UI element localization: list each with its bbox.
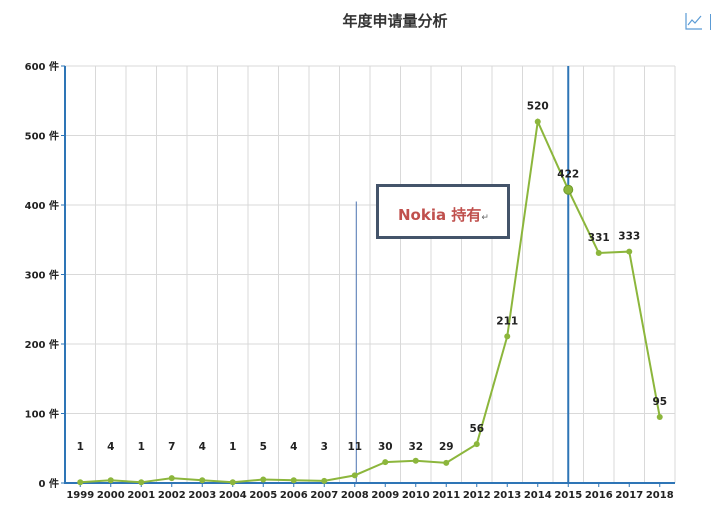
data-label: 7 (168, 441, 175, 453)
data-label: 95 (652, 396, 667, 408)
data-label: 333 (618, 231, 640, 243)
data-label: 32 (408, 441, 423, 453)
data-label: 1 (77, 441, 84, 453)
y-tick-label: 0 件 (39, 477, 59, 490)
data-point (563, 184, 574, 195)
y-tick-label: 600 件 (25, 60, 59, 73)
data-point (534, 118, 541, 125)
x-tick-label: 2018 (646, 490, 674, 501)
data-label: 5 (260, 441, 267, 453)
x-tick-label: 2006 (280, 490, 308, 501)
data-label: 1 (229, 441, 236, 453)
data-point (473, 441, 480, 448)
annotation-box: Nokia 持有↵ (376, 184, 510, 239)
data-point (656, 413, 663, 420)
data-point (351, 472, 358, 479)
x-tick-label: 1999 (66, 490, 94, 501)
data-point (290, 477, 297, 484)
data-point (260, 476, 267, 483)
data-label: 11 (347, 441, 362, 453)
data-point (107, 477, 114, 484)
x-tick-label: 2001 (127, 490, 155, 501)
series-line (80, 118, 661, 484)
chart-title: 年度申请量分析 (342, 12, 448, 30)
x-tick-label: 2009 (371, 490, 399, 501)
x-tick-label: 2000 (97, 490, 125, 501)
data-point (382, 459, 389, 466)
data-point (168, 475, 175, 482)
annotation-label: Nokia 持有 (398, 206, 482, 224)
data-point (412, 457, 419, 464)
x-tick-label: 2017 (615, 490, 643, 501)
data-point (595, 249, 602, 256)
data-point (138, 479, 145, 486)
data-label: 520 (527, 101, 549, 113)
x-tick-label: 2003 (188, 490, 216, 501)
x-tick-label: 2008 (341, 490, 369, 501)
y-tick-label: 200 件 (25, 338, 59, 351)
data-label: 331 (588, 232, 610, 244)
data-point (504, 333, 511, 340)
data-point (443, 459, 450, 466)
y-tick-label: 100 件 (25, 408, 59, 421)
data-label: 4 (107, 441, 114, 453)
data-point (321, 477, 328, 484)
data-label: 1 (138, 441, 145, 453)
return-mark-icon: ↵ (481, 213, 489, 223)
data-label: 422 (557, 169, 579, 181)
data-point (626, 248, 633, 255)
x-tick-label: 2014 (524, 490, 552, 501)
data-label: 56 (469, 423, 484, 435)
x-tick-label: 2010 (402, 490, 430, 501)
x-tick-label: 2011 (432, 490, 460, 501)
y-tick-label: 400 件 (25, 199, 59, 212)
x-tick-label: 2013 (493, 490, 521, 501)
data-label: 29 (439, 441, 454, 453)
x-tick-label: 2007 (310, 490, 338, 501)
data-point (199, 477, 206, 484)
y-tick-label: 500 件 (25, 130, 59, 143)
x-tick-label: 2012 (463, 490, 491, 501)
y-tick-label: 300 件 (25, 269, 59, 282)
x-tick-label: 2004 (219, 490, 247, 501)
data-label: 4 (199, 441, 206, 453)
toolbar-separator (710, 14, 711, 30)
data-label: 211 (496, 315, 518, 327)
data-point (229, 479, 236, 486)
data-label: 4 (290, 441, 297, 453)
annotation-text: Nokia 持有↵ (398, 204, 489, 225)
x-tick-label: 2002 (158, 490, 186, 501)
x-tick-label: 2005 (249, 490, 277, 501)
x-tick-label: 2016 (585, 490, 613, 501)
data-point (77, 479, 84, 486)
x-tick-label: 2015 (554, 490, 582, 501)
data-label: 30 (378, 441, 393, 453)
line-chart-icon[interactable] (685, 12, 703, 30)
data-label: 3 (321, 441, 328, 453)
